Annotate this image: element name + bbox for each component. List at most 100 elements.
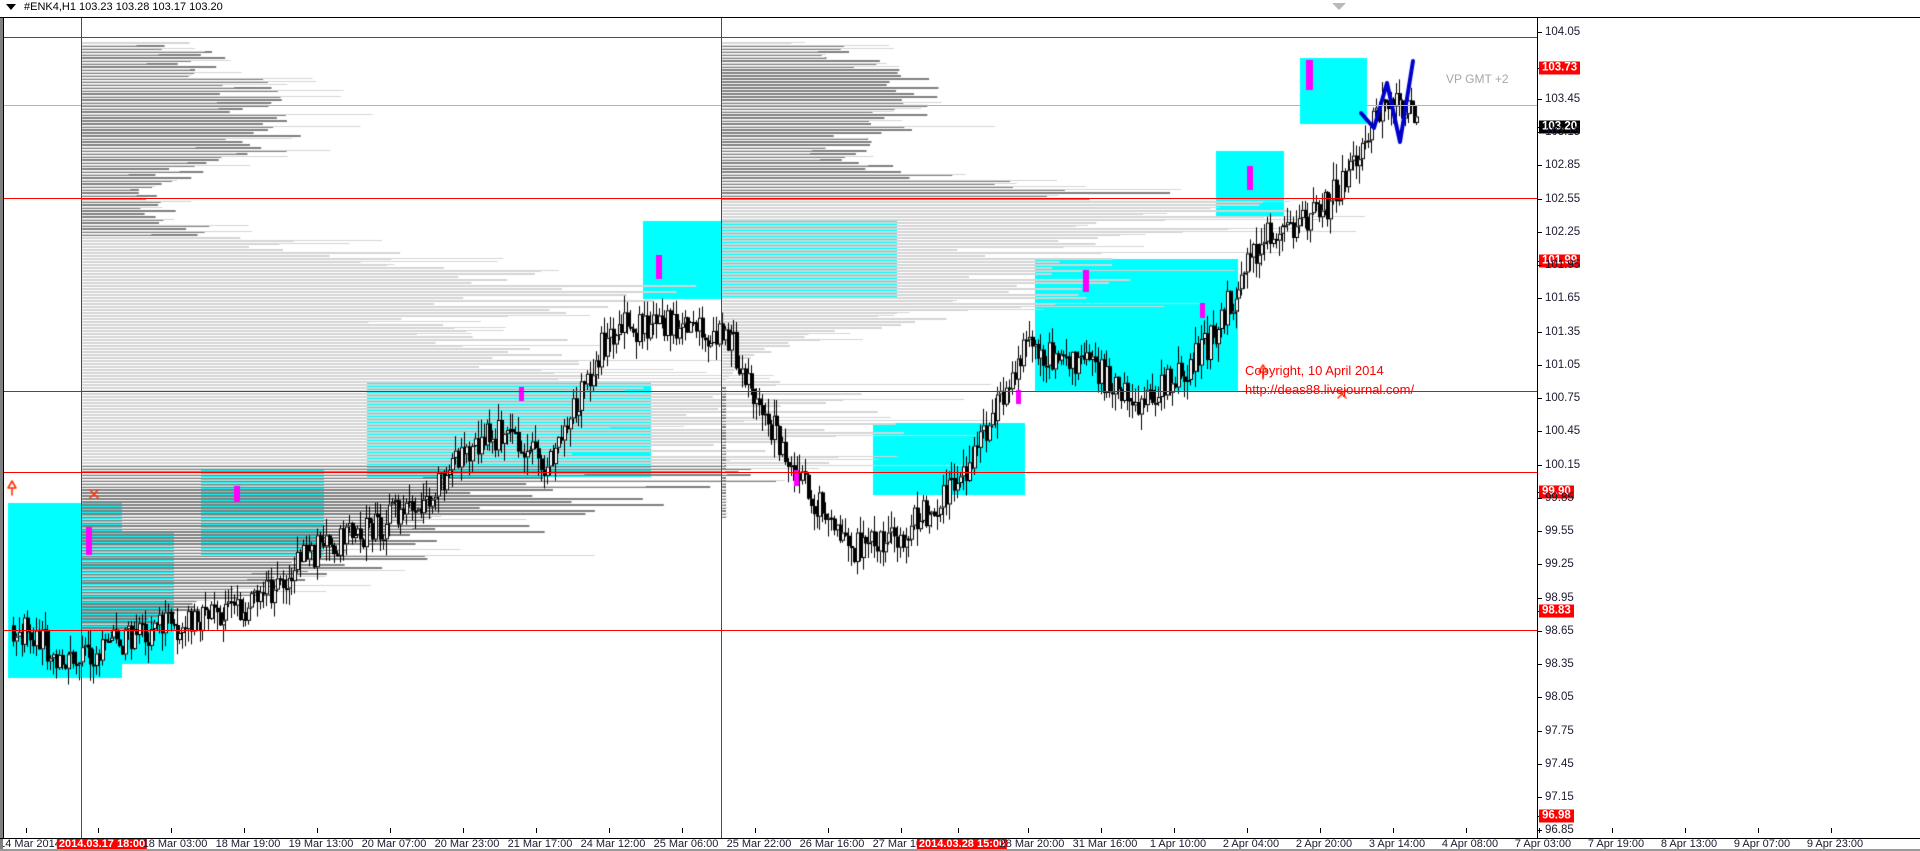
time-tick-label: 21 Mar 17:00 [507,838,573,850]
price-tick [1537,331,1542,333]
price-tick-label: 100.15 [1545,458,1581,471]
price-tick [1537,231,1542,233]
time-tick-label: 18 Mar 03:00 [142,838,208,850]
scroll-indicator-triangle-down-icon[interactable] [1332,3,1346,10]
time-tick-label: 26 Mar 16:00 [799,838,865,850]
price-level-badge: 98.83 [1539,604,1574,618]
plot-bottom-border [0,838,1920,839]
time-axis[interactable]: 14 Mar 2014 2014.03.17 18:00 18 Mar 03:00 1… [0,828,1920,850]
time-tick [26,828,27,833]
price-tick-label: 96.85 [1545,824,1574,837]
time-tick [828,828,829,833]
chart-menu-triangle-down-icon[interactable] [6,4,16,10]
time-tick [682,828,683,833]
price-tick-label: 99.85 [1545,491,1574,504]
time-separator-badge: 2014.03.17 18:00 [56,838,148,850]
time-tick [1247,828,1248,833]
time-tick [390,828,391,833]
price-tick-label: 102.25 [1545,225,1581,238]
level-line-96-98 [4,630,1537,631]
price-tick [1537,597,1542,599]
time-tick-label: 2 Apr 20:00 [1295,838,1353,850]
time-tick [1174,828,1175,833]
chart-info-bar: #ENK4,H1 103.23 103.28 103.17 103.20 [0,0,1920,18]
copyright-annotation: Copyright, 10 April 2014 http://deas88.l… [1245,361,1414,399]
price-tick-label: 103.45 [1545,92,1581,105]
price-tick-label: 100.45 [1545,425,1581,438]
time-tick-label: 14 Mar 2014 [0,838,61,850]
time-tick-label: 28 Mar 20:00 [999,838,1065,850]
price-tick [1537,165,1542,167]
price-tick-label: 98.05 [1545,691,1574,704]
price-tick-label: 99.25 [1545,558,1574,571]
level-line-103-20 [4,105,1537,106]
time-tick [244,828,245,833]
time-tick-label: 2 Apr 04:00 [1222,838,1280,850]
price-tick [1537,98,1542,100]
time-tick-label: 9 Apr 07:00 [1733,838,1791,850]
time-tick-label: 20 Mar 07:00 [361,838,427,850]
plot-left-border [3,0,4,838]
price-tick-label: 102.85 [1545,159,1581,172]
time-tick [755,828,756,833]
price-tick [1537,198,1542,200]
price-tick [1537,664,1542,666]
price-tick [1537,564,1542,566]
price-axis[interactable]: 104.05 103.73 103.45 103.20 103.15 102.85 102.… [1537,18,1920,838]
time-tick [171,828,172,833]
price-tick [1537,697,1542,699]
time-tick [1758,828,1759,833]
price-tick-label: 100.75 [1545,392,1581,405]
price-tick [1537,132,1542,134]
current-price-badge: 103.20 [1539,120,1581,134]
symbol-quote-row: #ENK4,H1 103.23 103.28 103.17 103.20 [6,1,223,13]
price-level-badge: 101.99 [1539,254,1581,268]
price-level-badge: 103.73 [1539,61,1581,75]
time-tick [1685,828,1686,833]
window-left-frame [0,0,3,851]
price-tick-label: 101.05 [1545,358,1581,371]
level-line-103-73 [4,37,1537,38]
window-bottom-frame [0,849,1920,851]
price-level-badge: 96.98 [1539,809,1574,823]
price-tick [1537,398,1542,400]
time-tick-label: 4 Apr 08:00 [1441,838,1499,850]
price-tick [1537,364,1542,366]
chart-plot-area[interactable]: VP GMT +2 Copyright, 10 April 2014 http:… [4,18,1537,838]
time-tick [98,828,99,833]
price-tick-label: 102.55 [1545,192,1581,205]
level-line-101-99 [4,198,1537,199]
price-tick [1537,32,1542,34]
copyright-line-1: Copyright, 10 April 2014 [1245,363,1384,378]
time-tick [1612,828,1613,833]
vertical-separator-2014-03-17 [81,18,82,838]
time-tick-label: 8 Apr 13:00 [1660,838,1718,850]
time-tick-label: 1 Apr 10:00 [1149,838,1207,850]
time-tick-label: 18 Mar 19:00 [215,838,281,850]
time-tick-label: 31 Mar 16:00 [1072,838,1138,850]
price-tick-label: 97.75 [1545,724,1574,737]
price-tick-label: 101.95 [1545,259,1581,272]
price-tick [1537,630,1542,632]
time-tick [609,828,610,833]
time-tick [1539,828,1540,833]
price-tick [1537,464,1542,466]
price-tick [1537,497,1542,499]
time-tick [317,828,318,833]
time-tick [1393,828,1394,833]
time-tick-label: 19 Mar 13:00 [288,838,354,850]
price-tick-label: 98.65 [1545,624,1574,637]
level-line-99-90 [4,391,1537,392]
time-tick-label: 3 Apr 14:00 [1368,838,1426,850]
time-tick [463,828,464,833]
copyright-line-2: http://deas88.livejournal.com/ [1245,382,1415,397]
time-tick-label: 25 Mar 22:00 [726,838,792,850]
price-tick-label: 101.35 [1545,325,1581,338]
time-tick [1831,828,1832,833]
time-tick-label: 20 Mar 23:00 [434,838,500,850]
price-axis-line [1537,18,1538,838]
time-tick [1320,828,1321,833]
price-tick [1537,431,1542,433]
price-tick-label: 101.65 [1545,292,1581,305]
